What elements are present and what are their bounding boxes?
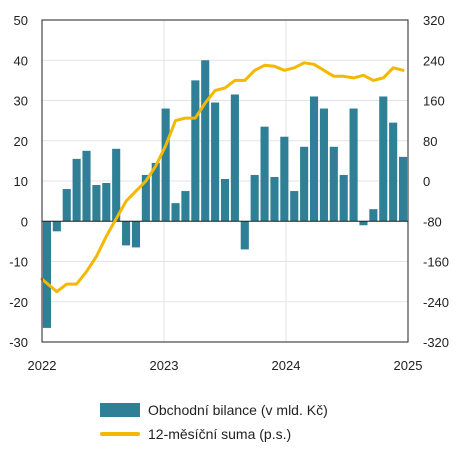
plot-border <box>41 19 409 343</box>
bar <box>151 162 160 222</box>
bar <box>349 108 358 222</box>
bar <box>329 146 338 222</box>
legend-bar-label: Obchodní bilance (v mld. Kč) <box>148 402 328 418</box>
left-tick-label: -30 <box>9 335 28 350</box>
bar <box>270 176 279 222</box>
bar <box>398 156 408 222</box>
bar <box>52 221 61 232</box>
bar <box>250 174 259 222</box>
right-tick-label: 80 <box>423 134 437 149</box>
x-tick-label: 2024 <box>272 358 301 373</box>
legend-item-line: 12-měsíční suma (p.s.) <box>100 422 328 446</box>
left-tick-label: -10 <box>9 255 28 270</box>
bar <box>181 191 190 222</box>
plot-frame <box>41 19 409 343</box>
bar <box>171 203 180 222</box>
bar <box>240 221 249 250</box>
bar <box>42 221 52 328</box>
left-tick-label: -20 <box>9 295 28 310</box>
bar <box>260 126 269 222</box>
bar <box>211 102 220 222</box>
right-tick-label: -240 <box>423 295 449 310</box>
x-tick-label: 2022 <box>28 358 57 373</box>
right-tick-label: -80 <box>423 214 442 229</box>
left-tick-label: 0 <box>21 214 28 229</box>
bar-series <box>42 60 408 328</box>
bar <box>92 185 101 222</box>
bar <box>161 108 170 222</box>
right-tick-label: -320 <box>423 335 449 350</box>
x-tick-label: 2023 <box>150 358 179 373</box>
bar <box>359 221 368 226</box>
line-series <box>40 61 405 294</box>
bar <box>290 191 299 222</box>
bar <box>112 148 121 222</box>
x-tick-label: 2025 <box>394 358 423 373</box>
left-tick-label: 50 <box>14 13 28 28</box>
bar <box>62 189 71 222</box>
left-axis-ticks: 50 40 30 20 10 0 -10 -20 -30 <box>9 13 28 350</box>
bar <box>319 108 328 222</box>
bar <box>300 146 309 222</box>
bar <box>102 183 111 222</box>
bar <box>82 150 91 222</box>
bar <box>280 136 289 222</box>
x-axis-ticks: 2022 2023 2024 2025 <box>28 358 423 373</box>
bar <box>309 96 319 222</box>
bar <box>191 80 200 222</box>
bar <box>220 178 230 222</box>
right-tick-label: 0 <box>423 174 430 189</box>
chart: 50 40 30 20 10 0 -10 -20 -30 320 240 160 80 0 -80 -160… <box>9 13 449 373</box>
bar <box>389 122 398 222</box>
bar <box>379 96 388 222</box>
legend: Obchodní bilance (v mld. Kč) 12-měsíční … <box>100 398 328 446</box>
left-tick-label: 10 <box>14 174 28 189</box>
right-axis-ticks: 320 240 160 80 0 -80 -160 -240 -320 <box>423 13 449 350</box>
left-tick-label: 30 <box>14 94 28 109</box>
right-tick-label: 240 <box>423 53 445 68</box>
legend-bar-swatch <box>100 403 140 417</box>
legend-item-bars: Obchodní bilance (v mld. Kč) <box>100 398 328 422</box>
sum-line <box>40 61 405 294</box>
bar <box>201 60 210 222</box>
bar <box>339 174 348 222</box>
bar <box>141 174 150 222</box>
legend-line-label: 12-měsíční suma (p.s.) <box>148 426 292 442</box>
left-tick-label: 40 <box>14 53 28 68</box>
bar <box>230 94 239 222</box>
bar <box>131 221 141 248</box>
right-tick-label: 160 <box>423 94 445 109</box>
right-tick-label: -160 <box>423 255 449 270</box>
left-tick-label: 20 <box>14 134 28 149</box>
right-tick-label: 320 <box>423 13 445 28</box>
legend-line-swatch <box>100 432 140 436</box>
bar <box>72 158 81 222</box>
bar <box>369 209 378 222</box>
bar <box>122 221 131 246</box>
